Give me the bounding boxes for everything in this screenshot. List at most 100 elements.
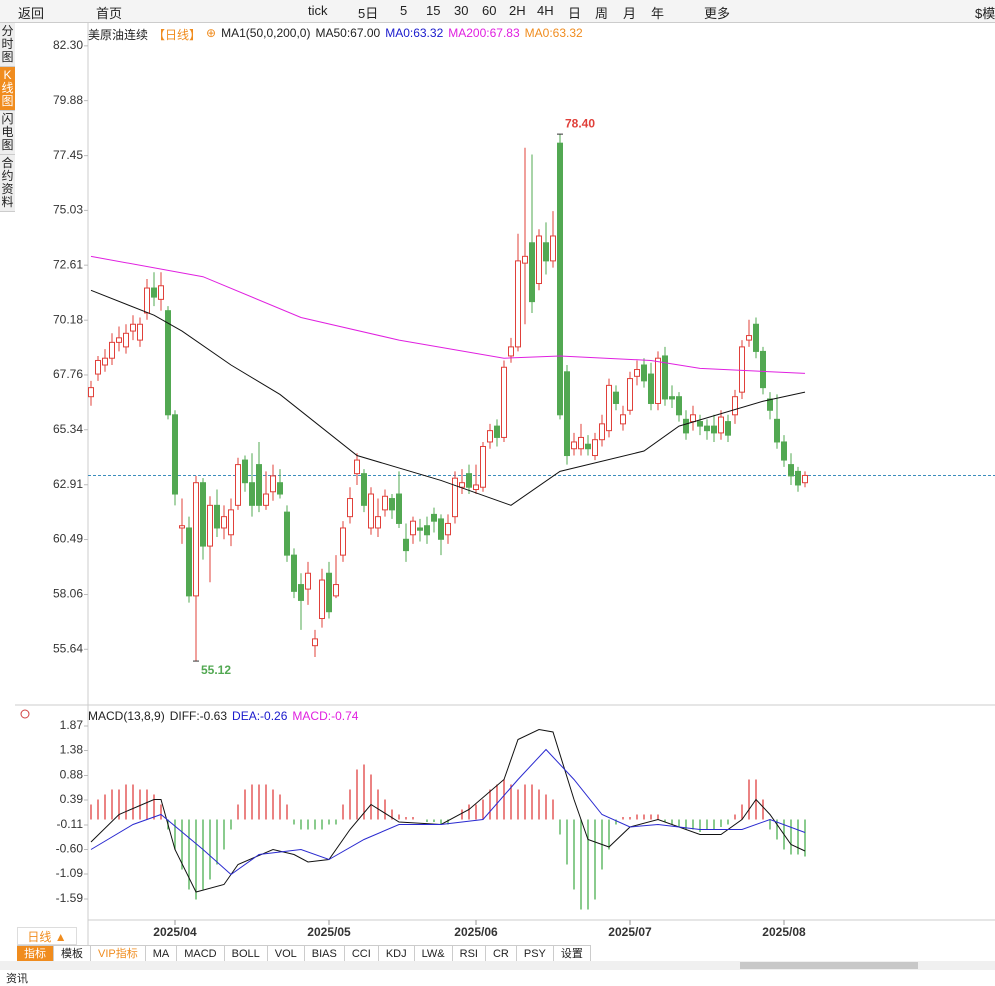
indicator-tab[interactable]: 模板 [54, 946, 91, 962]
legend-item: MA0:63.32 [524, 26, 583, 40]
candle-body [417, 527, 423, 531]
candle-body [662, 355, 668, 400]
sidebar-tab[interactable]: 合约资料 [0, 155, 15, 212]
candle-body [480, 445, 486, 488]
candle-body [697, 421, 703, 427]
scroll-thumb[interactable] [740, 962, 918, 969]
toolbar-button[interactable]: 返回 [18, 6, 45, 21]
candle-body [613, 391, 619, 404]
candle-body [501, 366, 507, 438]
candle-body [557, 142, 563, 416]
candle-body [746, 335, 752, 341]
y-tick-label: 1.87 [60, 718, 84, 732]
candle-body [242, 459, 248, 484]
candle-body [207, 504, 213, 547]
candle-body [389, 498, 395, 511]
toolbar-button[interactable]: 周 [595, 6, 609, 21]
candle-body [536, 235, 542, 285]
indicator-tab[interactable]: 设置 [554, 946, 591, 962]
y-tick-label: -0.11 [57, 817, 84, 831]
main-legend: 美原油连续 【日线】 ⊕ MA1(50,0,200,0) MA50:67.00 MA0:6… [88, 26, 583, 43]
indicator-tab[interactable]: 指标 [17, 946, 54, 962]
sidebar-tab[interactable]: 闪电图 [0, 111, 15, 155]
indicator-tab[interactable]: PSY [517, 946, 554, 962]
x-tick-label: 2025/05 [307, 925, 351, 939]
candle-body [144, 287, 150, 314]
period-tab[interactable]: 日线 ▲ [17, 927, 77, 945]
toolbar-button[interactable]: $模 [975, 6, 995, 21]
toolbar-button[interactable]: 60 [482, 3, 497, 18]
indicator-line [90, 728, 806, 893]
indicator-tab[interactable]: KDJ [379, 946, 415, 962]
candle-body [466, 473, 472, 488]
indicator-tab[interactable]: MA [146, 946, 178, 962]
toolbar-button[interactable]: 更多 [704, 6, 731, 21]
toolbar-button[interactable]: 首页 [96, 6, 123, 21]
candle-body [277, 482, 283, 495]
toolbar-button[interactable]: 15 [426, 3, 441, 18]
toolbar-button[interactable]: 年 [651, 6, 665, 21]
y-tick-label: 1.38 [60, 743, 84, 757]
candle-body [200, 482, 206, 547]
indicator-tab[interactable]: RSI [453, 946, 486, 962]
candle-body [494, 425, 500, 438]
candle-body [564, 371, 570, 457]
candle-body [130, 323, 136, 332]
indicator-tab[interactable]: VIP指标 [91, 946, 146, 962]
indicator-tab[interactable]: BOLL [225, 946, 268, 962]
toolbar-button[interactable]: 4H [537, 3, 554, 18]
candle-body [704, 425, 710, 432]
sidebar: 分时图 K线图 闪电图 合约资料 [0, 23, 15, 212]
candle-body [172, 414, 178, 495]
toolbar-button[interactable]: 5日 [358, 6, 379, 21]
candle-body [795, 470, 801, 486]
candle-body [340, 527, 346, 556]
legend-item: MA200:67.83 [448, 26, 520, 40]
toolbar-button[interactable]: 30 [454, 3, 469, 18]
indicator-tab[interactable]: BIAS [305, 946, 345, 962]
candle-body [235, 464, 241, 506]
y-tick-label: 72.61 [53, 257, 83, 271]
footer-tab[interactable]: 资讯 [6, 973, 28, 985]
candle-body [431, 513, 437, 522]
toolbar-button[interactable]: 2H [509, 3, 526, 18]
sidebar-tab[interactable]: K线图 [0, 67, 15, 111]
legend-item: DIFF:-0.63 [169, 709, 228, 723]
indicator-line [90, 255, 806, 374]
toolbar-button[interactable]: 月 [623, 6, 637, 21]
indicator-tab[interactable]: CCI [345, 946, 379, 962]
candle-body [354, 459, 360, 475]
candle-body [676, 396, 682, 416]
y-tick-label: 62.91 [53, 477, 83, 491]
settings-icon[interactable] [20, 709, 30, 719]
y-tick-label: 70.18 [53, 312, 83, 326]
indicator-tab[interactable]: VOL [268, 946, 305, 962]
candle-body [368, 493, 374, 529]
candle-body [445, 522, 451, 536]
candle-body [438, 518, 444, 540]
candle-body [88, 387, 94, 398]
legend-item: 美原油连续 [88, 28, 149, 42]
indicator-tab[interactable]: CR [486, 946, 517, 962]
indicator-line [90, 748, 806, 876]
candle-body [473, 484, 479, 490]
indicator-tab[interactable]: MACD [177, 946, 225, 962]
candle-body [137, 323, 143, 341]
candle-body [739, 346, 745, 393]
y-tick-label: 77.45 [53, 148, 83, 162]
toolbar-button[interactable]: 5 [400, 3, 408, 18]
sidebar-tab[interactable]: 分时图 [0, 23, 15, 67]
legend-item: DEA:-0.26 [232, 709, 288, 723]
candle-body [312, 638, 318, 647]
candle-body [627, 378, 633, 411]
candle-body [165, 310, 171, 416]
indicator-tab[interactable]: LW& [415, 946, 453, 962]
toolbar-button[interactable]: 日 [568, 6, 582, 21]
legend-item: MA50:67.00 [315, 26, 381, 40]
candle-body [718, 416, 724, 434]
candle-body [151, 287, 157, 298]
x-tick-label: 2025/08 [762, 925, 806, 939]
candle-body [326, 572, 332, 613]
toolbar-button[interactable]: tick [308, 3, 328, 18]
